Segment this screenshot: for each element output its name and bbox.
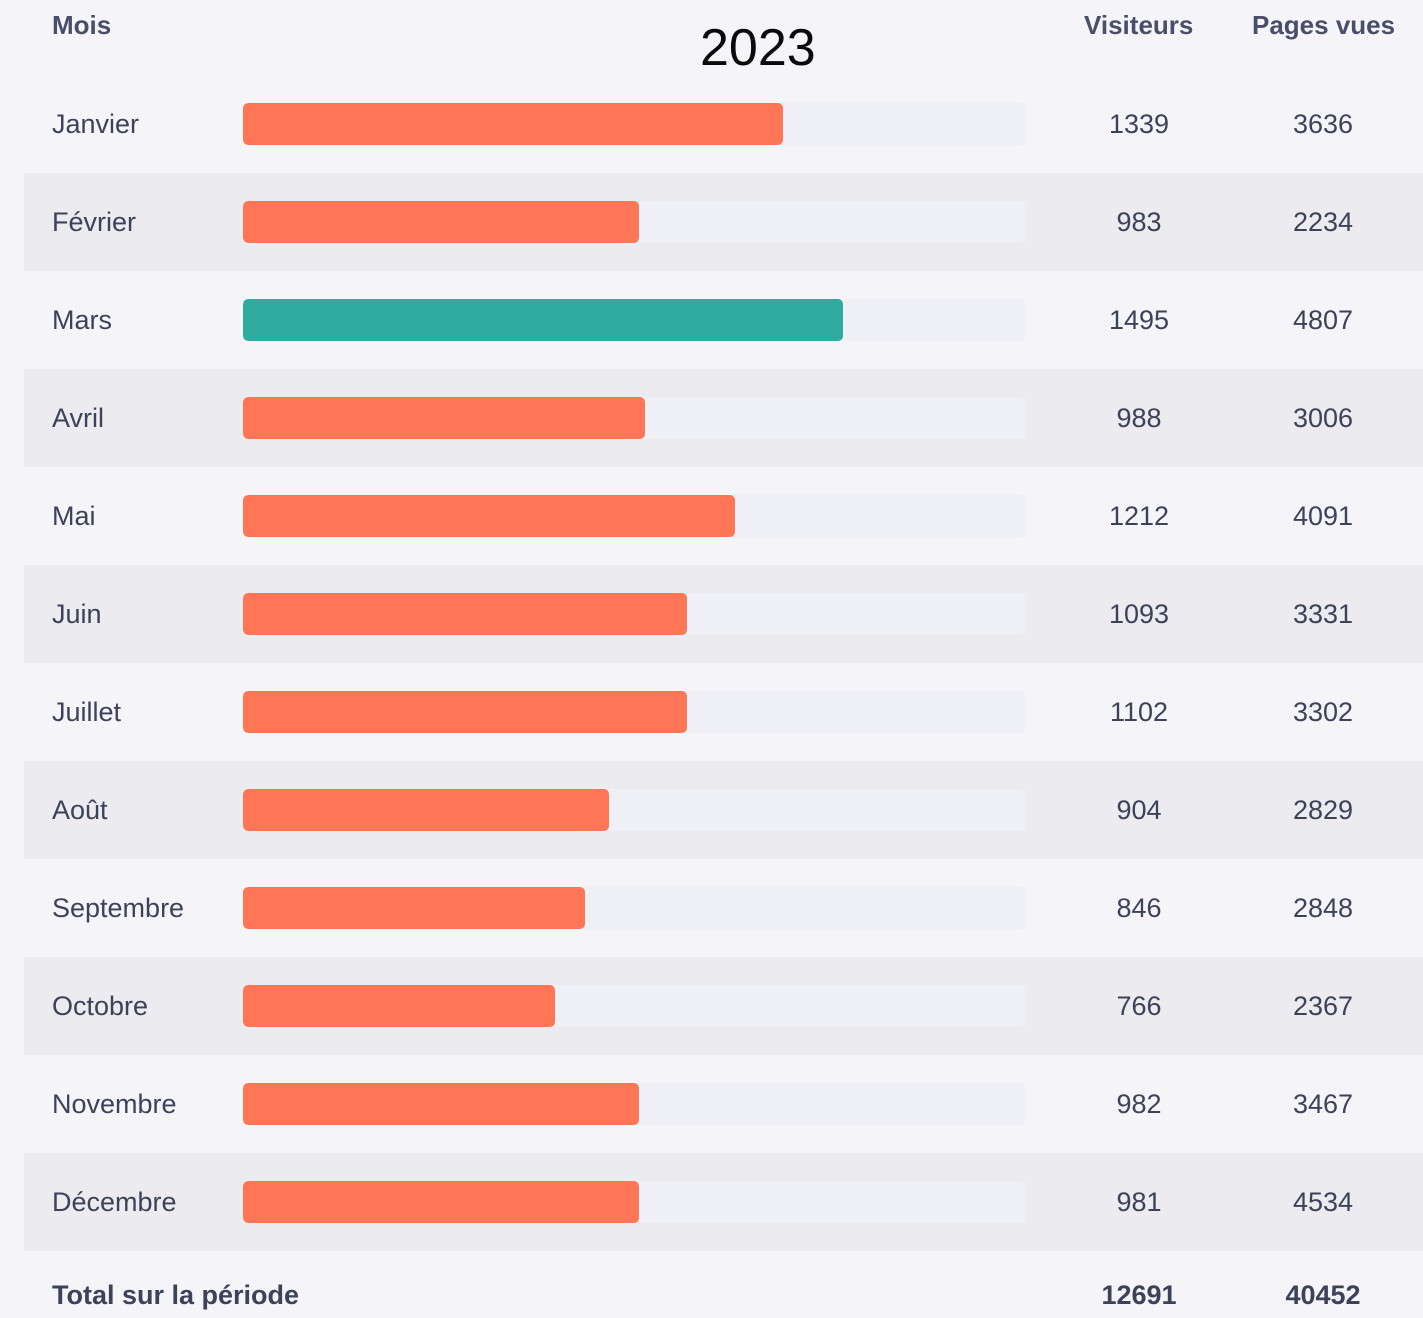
- table-row: Juillet 1102 3302: [24, 663, 1423, 761]
- month-label: Septembre: [52, 893, 185, 923]
- pages-value: 2234: [1292, 207, 1354, 237]
- visitors-value: 982: [1116, 1089, 1162, 1119]
- bar-track: [243, 201, 1026, 243]
- bar-track: [243, 299, 1026, 341]
- bar-track: [243, 593, 1026, 635]
- bar: [243, 1181, 640, 1223]
- month-label: Décembre: [52, 1187, 177, 1217]
- table-row: Septembre 846 2848: [24, 859, 1423, 957]
- month-label: Janvier: [52, 109, 140, 139]
- month-label: Avril: [52, 403, 105, 433]
- table-row: Janvier 1339 3636: [24, 75, 1423, 173]
- visitors-value: 988: [1116, 403, 1162, 433]
- table-header: Mois 2023 Visiteurs Pages vues: [0, 0, 1423, 77]
- chart-title-year: 2023: [700, 19, 816, 77]
- visitors-value: 1102: [1109, 697, 1169, 727]
- column-header-pages: Pages vues: [1252, 10, 1396, 40]
- bar: [243, 103, 784, 145]
- table-row: Novembre 982 3467: [24, 1055, 1423, 1153]
- month-label: Juin: [52, 599, 102, 629]
- bar-track: [243, 691, 1026, 733]
- bar: [243, 201, 640, 243]
- month-label: Août: [52, 795, 108, 825]
- visitors-value: 1339: [1108, 109, 1170, 139]
- bar-track: [243, 495, 1026, 537]
- visitors-value: 983: [1116, 207, 1162, 237]
- visitors-value: 1495: [1108, 305, 1170, 335]
- total-pages: 40452: [1285, 1280, 1361, 1310]
- bar: [243, 1083, 640, 1125]
- total-row: Total sur la période 12691 40452: [24, 1250, 1423, 1318]
- pages-value: 3467: [1292, 1089, 1354, 1119]
- table-row: Octobre 766 2367: [24, 957, 1423, 1055]
- bar: [243, 887, 586, 929]
- pages-value: 2848: [1292, 893, 1354, 923]
- month-label: Juillet: [52, 697, 122, 727]
- visitors-value: 766: [1116, 991, 1162, 1021]
- month-label: Mai: [52, 501, 96, 531]
- table-row: Mai 1212 4091: [24, 467, 1423, 565]
- pages-value: 2367: [1292, 991, 1354, 1021]
- visitors-value: 1212: [1108, 501, 1170, 531]
- table-row: Décembre 981 4534: [24, 1153, 1423, 1251]
- bar: [243, 691, 687, 733]
- month-label: Octobre: [52, 991, 149, 1021]
- bar-track: [243, 985, 1026, 1027]
- bar: [243, 593, 687, 635]
- table-row: Août 904 2829: [24, 761, 1423, 859]
- table-row: Mars 1495 4807: [24, 271, 1423, 369]
- bar: [243, 397, 646, 439]
- bar: [243, 789, 610, 831]
- visitors-value: 981: [1116, 1187, 1162, 1217]
- bar: [243, 985, 556, 1027]
- bar-track: [243, 789, 1026, 831]
- visitors-value: 846: [1116, 893, 1162, 923]
- month-label: Mars: [52, 305, 112, 335]
- column-header-month: Mois: [52, 10, 112, 40]
- pages-value: 2829: [1292, 795, 1354, 825]
- bar-track: [243, 1083, 1026, 1125]
- pages-value: 3331: [1292, 599, 1354, 629]
- column-header-visitors: Visiteurs: [1084, 10, 1194, 40]
- bar: [243, 495, 735, 537]
- pages-value: 4091: [1292, 501, 1354, 531]
- bar-track: [243, 1181, 1026, 1223]
- table-row: Juin 1093 3331: [24, 565, 1423, 663]
- pages-value: 3006: [1292, 403, 1354, 433]
- pages-value: 4534: [1292, 1187, 1354, 1217]
- pages-value: 3302: [1292, 697, 1354, 727]
- visitors-value: 904: [1116, 795, 1162, 825]
- pages-value: 3636: [1292, 109, 1354, 139]
- bar-track: [243, 103, 1026, 145]
- month-label: Février: [52, 207, 137, 237]
- bar-track: [243, 887, 1026, 929]
- total-visitors: 12691: [1101, 1280, 1177, 1310]
- total-label: Total sur la période: [52, 1280, 300, 1310]
- pages-value: 4807: [1292, 305, 1354, 335]
- bar-track: [243, 397, 1026, 439]
- table-row: Avril 988 3006: [24, 369, 1423, 467]
- table-row: Février 983 2234: [24, 173, 1423, 271]
- month-label: Novembre: [52, 1089, 177, 1119]
- bar: [243, 299, 843, 341]
- visitors-value: 1093: [1108, 599, 1170, 629]
